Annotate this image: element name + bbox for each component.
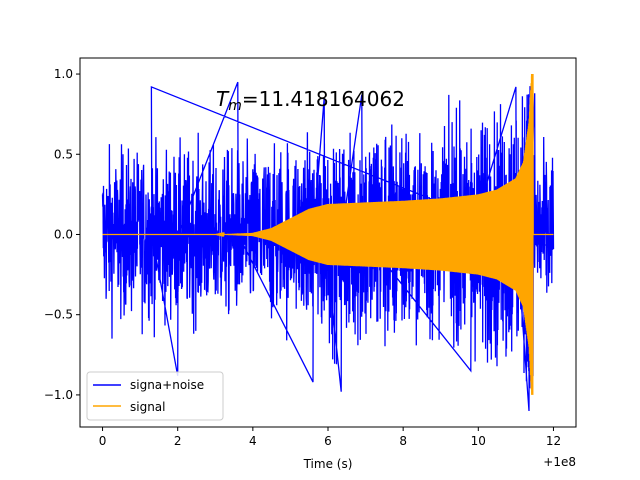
y-axis: −1.0 −0.5 0.0 0.5 1.0 <box>44 67 80 402</box>
y-tick-label: −0.5 <box>44 308 73 322</box>
x-tick-label: 8 <box>399 434 407 448</box>
series-line-signal <box>102 73 554 395</box>
x-tick-label: 2 <box>174 434 182 448</box>
x-tick-label: 10 <box>471 434 486 448</box>
legend-label-signal: signal <box>130 400 166 414</box>
chart-title-symbol: T <box>216 87 230 111</box>
x-axis-label: Time (s) <box>303 457 353 471</box>
y-tick-label: −1.0 <box>44 388 73 402</box>
x-tick-label: 0 <box>99 434 107 448</box>
y-tick-label: 0.0 <box>54 227 73 241</box>
y-tick-label: 0.5 <box>54 147 73 161</box>
x-tick-label: 12 <box>546 434 561 448</box>
series-layer <box>101 73 555 412</box>
chart-title-value: =11.418164062 <box>242 87 405 111</box>
legend-box <box>86 371 224 421</box>
y-tick-label: 1.0 <box>54 67 73 81</box>
x-tick-label: 4 <box>249 434 257 448</box>
legend: signa+noise signal <box>86 371 224 421</box>
x-offset-label: +1e8 <box>543 455 576 469</box>
x-tick-label: 6 <box>324 434 332 448</box>
chart-title: Tm=11.418164062 <box>216 87 405 114</box>
x-axis: 0 2 4 6 8 10 12 <box>99 427 561 448</box>
legend-label-signa-noise: signa+noise <box>130 378 204 392</box>
chart-title-subscript: m <box>228 98 242 114</box>
